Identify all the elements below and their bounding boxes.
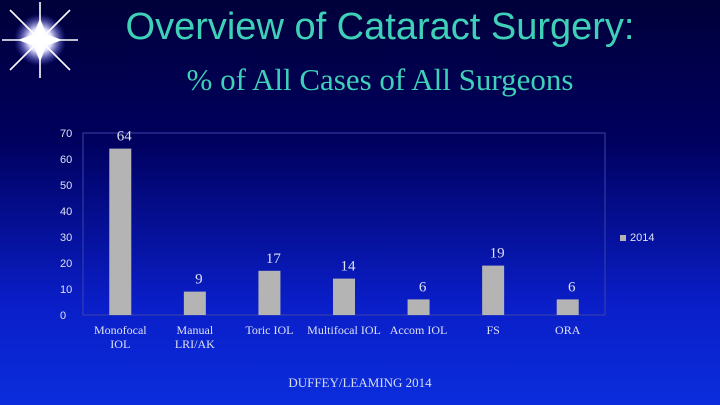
bar [556, 299, 579, 315]
data-label: 17 [266, 251, 282, 267]
y-tick-label: 40 [60, 206, 72, 218]
chart-legend: 2014 [620, 232, 654, 244]
x-tick-label: ORA [555, 323, 581, 337]
star-burst-icon [2, 2, 78, 78]
bar [407, 299, 430, 315]
x-tick-label: Accom IOL [390, 323, 448, 337]
y-tick-label: 30 [60, 232, 72, 244]
y-tick-label: 60 [60, 154, 72, 166]
data-label: 9 [195, 272, 203, 288]
bar [183, 291, 206, 315]
legend-label: 2014 [630, 232, 655, 244]
bar [333, 278, 355, 315]
legend-swatch [620, 235, 626, 241]
y-tick-label: 20 [60, 258, 72, 270]
data-label: 14 [341, 259, 357, 275]
y-tick-label: 10 [60, 284, 72, 296]
footer-credit: DUFFEY/LEAMING 2014 [288, 375, 432, 390]
bar [109, 148, 132, 315]
x-tick-label: FS [486, 323, 499, 337]
data-label: 64 [117, 129, 133, 145]
x-tick-label: Toric IOL [245, 323, 293, 337]
data-label: 6 [568, 279, 576, 295]
bar [258, 270, 281, 315]
slide-subtitle: % of All Cases of All Surgeons [186, 62, 574, 97]
x-tick-label: Monofocal IOL [94, 323, 147, 351]
bar [482, 265, 505, 315]
y-tick-label: 70 [60, 128, 72, 140]
slide-title: Overview of Cataract Surgery: [125, 6, 635, 48]
data-label: 6 [419, 279, 427, 295]
data-label: 19 [490, 246, 505, 262]
y-tick-label: 0 [60, 310, 66, 322]
y-tick-label: 50 [60, 180, 72, 192]
x-tick-label: Multifocal IOL [307, 323, 381, 337]
x-tick-label: Manual LRI/AK [175, 323, 215, 351]
